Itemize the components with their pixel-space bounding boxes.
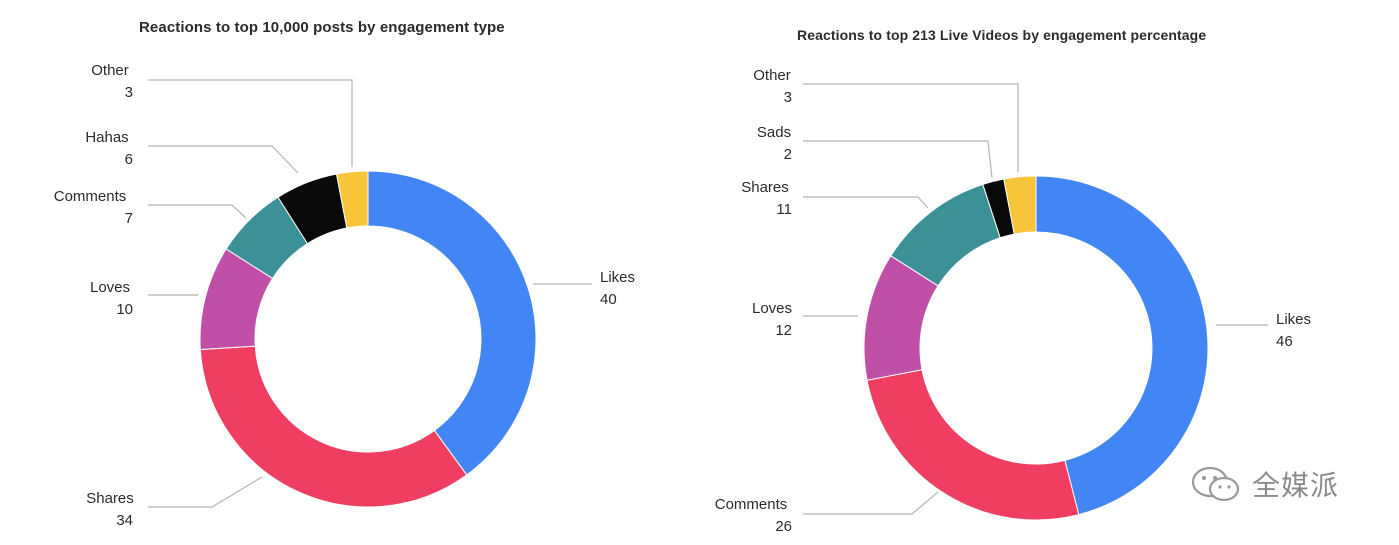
watermark: 全媒派 <box>1188 462 1339 506</box>
slice-likes <box>367 170 537 476</box>
donut-chart-1: Likes 46 Comments 26 Loves 12 Shares 11 Sads 2 Oth… <box>715 67 1311 535</box>
donut-chart-0: Likes 40 Shares 34 Loves 10 Comments 7 Hahas 6 Oth… <box>54 62 635 529</box>
slice-value-loves: 12 <box>775 322 792 339</box>
slice-value-other: 3 <box>125 84 133 101</box>
slice-value-comments: 26 <box>775 518 792 535</box>
slice-other <box>335 170 369 229</box>
wechat-logo-icon <box>1191 466 1240 502</box>
slice-value-shares: 34 <box>116 512 133 529</box>
slice-value-comments: 7 <box>125 210 133 227</box>
slice-value-sads: 2 <box>784 146 792 163</box>
slice-label-loves: Loves <box>752 300 792 317</box>
slice-value-likes: 46 <box>1276 333 1293 350</box>
leader-line-comments <box>803 491 939 515</box>
chart-title-right: Reactions to top 213 Live Videos by enga… <box>797 27 1207 43</box>
slice-label-likes: Likes <box>1276 311 1311 328</box>
slice-label-sads: Sads <box>757 124 791 141</box>
slice-value-other: 3 <box>784 89 792 106</box>
slice-label-shares: Shares <box>86 490 134 507</box>
slice-value-hahas: 6 <box>125 151 133 168</box>
slice-value-likes: 40 <box>600 291 617 308</box>
slice-label-other: Other <box>753 67 791 84</box>
slice-label-other: Other <box>91 62 129 79</box>
leader-line-shares <box>148 476 263 508</box>
slice-label-comments: Comments <box>715 496 788 513</box>
slice-value-shares: 11 <box>776 201 792 218</box>
slice-label-likes: Likes <box>600 269 635 286</box>
chart-title-left: Reactions to top 10,000 posts by engagem… <box>139 19 505 36</box>
slice-shares <box>199 345 468 508</box>
leader-line-sads <box>803 140 993 179</box>
leader-line-other <box>148 79 353 167</box>
slice-label-loves: Loves <box>90 279 130 296</box>
slice-likes <box>1035 175 1209 516</box>
slice-label-hahas: Hahas <box>85 129 128 146</box>
leader-line-other <box>803 83 1019 172</box>
slice-value-loves: 10 <box>116 301 133 318</box>
slice-comments <box>866 369 1080 521</box>
watermark-text: 全媒派 <box>1252 469 1340 502</box>
leader-line-comments <box>148 204 247 219</box>
slice-label-comments: Comments <box>54 188 127 205</box>
slice-label-shares: Shares <box>741 179 789 196</box>
leader-line-shares <box>803 196 929 209</box>
leader-line-hahas <box>148 145 299 174</box>
slice-other <box>1003 175 1037 235</box>
